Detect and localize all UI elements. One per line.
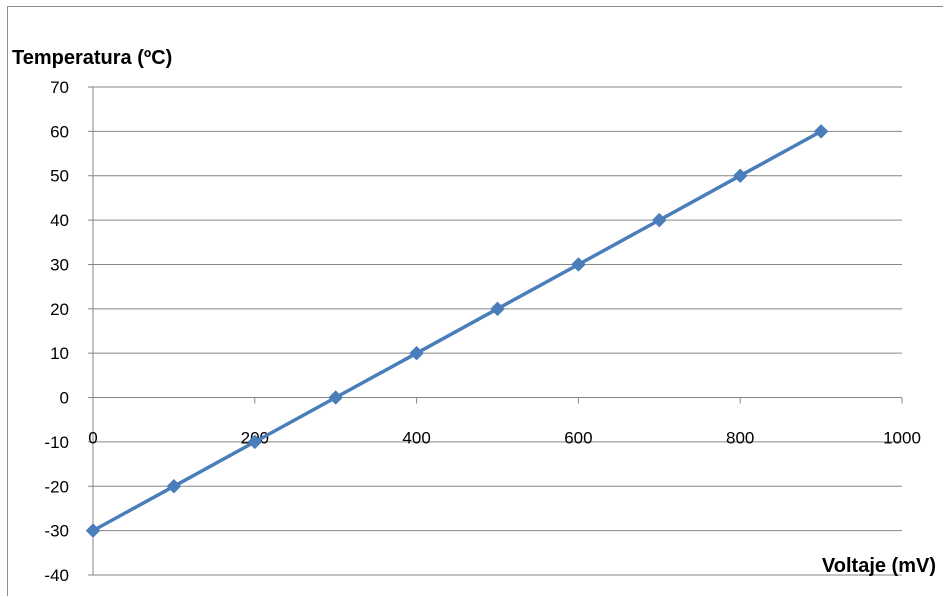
x-tick-label: 0 — [88, 429, 97, 448]
x-tick-label: 800 — [726, 429, 754, 448]
data-point-marker — [166, 478, 182, 494]
x-tick-label: 600 — [564, 429, 592, 448]
y-tick-labels: 70 60 50 40 30 20 10 0 -10 -20 -30 -40 — [44, 78, 69, 585]
y-tick-label: 20 — [50, 300, 69, 319]
y-tick-label: -10 — [44, 433, 69, 452]
y-tick-label: 70 — [50, 78, 69, 97]
data-point-marker — [247, 434, 263, 450]
data-point-marker — [732, 168, 748, 184]
y-tick-label: 50 — [50, 167, 69, 186]
data-point-marker — [490, 301, 505, 317]
data-point-marker — [85, 523, 101, 538]
x-tick-label: 400 — [402, 429, 430, 448]
data-point-marker — [813, 124, 829, 139]
y-axis-title: Temperatura (ºC) — [12, 47, 172, 69]
y-tick-label: -30 — [44, 522, 69, 541]
y-tick-label: -40 — [44, 566, 69, 585]
chart-frame — [7, 6, 943, 596]
x-tick-labels: 02004006008001000 — [88, 429, 921, 448]
axes — [88, 86, 903, 576]
y-tick-label: 30 — [50, 255, 69, 274]
series-line — [92, 129, 822, 533]
y-tick-label: 0 — [60, 389, 69, 408]
data-point-marker — [571, 257, 586, 272]
y-tick-label: 10 — [50, 344, 69, 363]
y-tick-label: -20 — [44, 477, 69, 496]
data-point-marker — [651, 212, 667, 228]
data-point-marker — [328, 390, 344, 405]
x-tick-label: 1000 — [883, 429, 921, 448]
y-tick-label: 60 — [50, 122, 69, 141]
y-tick-label: 40 — [50, 211, 69, 230]
data-series — [85, 124, 829, 538]
gridlines — [93, 86, 902, 576]
data-point-marker — [409, 345, 424, 361]
x-axis-title: Voltaje (mV) — [822, 555, 936, 577]
